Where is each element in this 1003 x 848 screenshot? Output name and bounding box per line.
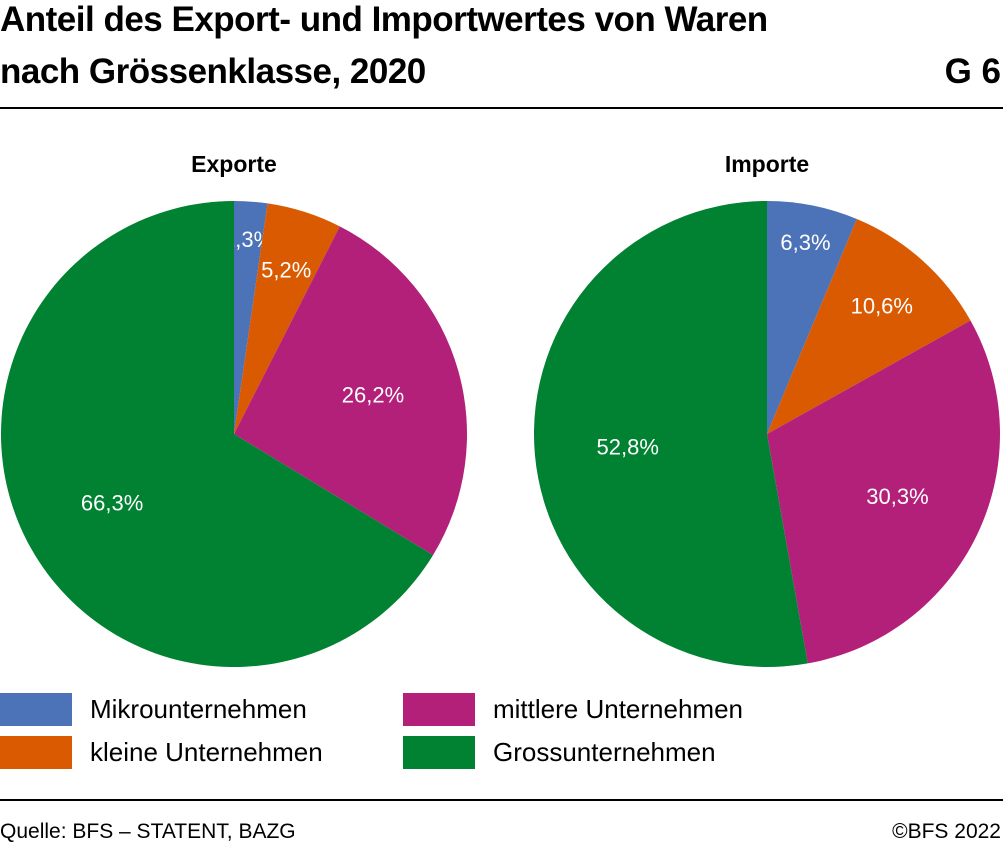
pie-charts: Exporte2,3%5,2%26,2%66,3%Importe6,3%10,6… [1,151,1000,668]
data-label-importe-mikrounternehmen: 6,3% [780,230,830,255]
copyright-note: ©BFS 2022 [892,820,1001,843]
data-label-exporte-grossunternehmen: 66,3% [81,491,143,516]
header-divider [0,107,1003,109]
pie-slice-exporte-mikrounternehmen [234,201,268,434]
pie-slice-importe-kleine-unternehmen [767,219,971,434]
pie-slice-importe-grossunternehmen [533,201,808,667]
legend-swatch [403,735,475,769]
figure-number: G 6 [944,52,1001,91]
pie-slice-importe-mittlere-unternehmen [767,320,1000,664]
pie-slice-exporte-kleine-unternehmen [234,203,340,434]
legend-swatch [0,692,72,726]
chart-title-line-2: nach Grössenklasse, 2020 [0,52,426,91]
data-label-importe-mittlere-unternehmen: 30,3% [866,484,928,509]
data-label-exporte-kleine-unternehmen: 5,2% [261,258,311,283]
data-label-importe-kleine-unternehmen: 10,6% [851,293,913,318]
legend-item-mikrounternehmen: Mikrounternehmen [0,692,307,726]
footer-divider [0,799,1003,801]
legend-swatch [403,692,475,726]
legend-item-mittlere-unternehmen: mittlere Unternehmen [403,692,743,726]
data-label-importe-grossunternehmen: 52,8% [597,434,659,459]
pie-title-importe: Importe [725,151,809,177]
legend-label: Grossunternehmen [493,736,716,767]
data-label-exporte-mittlere-unternehmen: 26,2% [342,383,404,408]
pie-slice-importe-mikrounternehmen [767,201,857,434]
pie-slice-exporte-mittlere-unternehmen [234,226,468,556]
legend-item-grossunternehmen: Grossunternehmen [403,735,716,769]
legend-label: mittlere Unternehmen [493,693,743,724]
legend-item-kleine-unternehmen: kleine Unternehmen [0,735,323,769]
source-note: Quelle: BFS – STATENT, BAZG [0,820,296,843]
legend-label: Mikrounternehmen [90,693,307,724]
legend-label: kleine Unternehmen [90,736,323,767]
chart-title-line-1: Anteil des Export- und Importwertes von … [0,0,768,39]
pie-title-exporte: Exporte [191,151,277,177]
legend-swatch [0,735,72,769]
pie-slice-exporte-grossunternehmen [1,201,434,668]
